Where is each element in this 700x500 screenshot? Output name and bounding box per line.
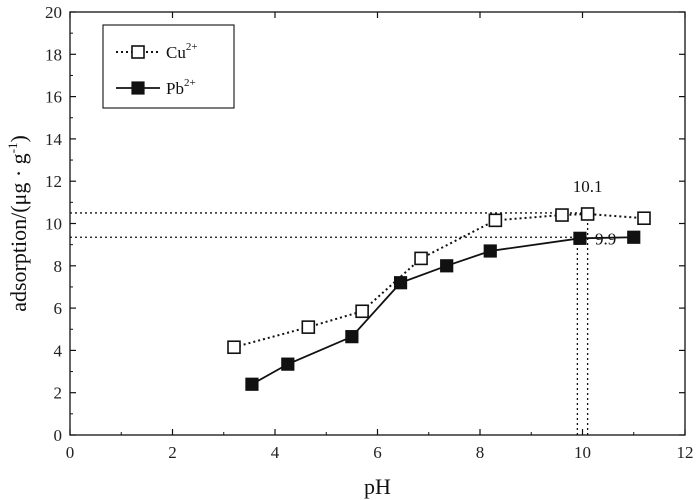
x-tick-label: 6 xyxy=(373,443,382,462)
legend-pb-name: Pb xyxy=(166,79,184,98)
y-axis-title-main: adsorption/(μg · g xyxy=(6,153,31,311)
cu-data-point xyxy=(488,213,503,228)
y-tick-label: 14 xyxy=(45,130,63,149)
x-tick-label: 2 xyxy=(168,443,177,462)
y-tick-label: 16 xyxy=(45,88,62,107)
pb-data-point xyxy=(573,231,587,245)
y-tick-label: 8 xyxy=(54,257,63,276)
y-tick-label: 18 xyxy=(45,45,62,64)
x-tick-label: 12 xyxy=(677,443,694,462)
cu-data-point xyxy=(355,304,369,319)
x-tick-label: 8 xyxy=(476,443,485,462)
reference-lines xyxy=(70,212,589,435)
pb-data-point xyxy=(281,357,295,371)
y-tick-label: 0 xyxy=(54,426,63,445)
pb-data-point xyxy=(393,276,408,290)
y-tick-label: 4 xyxy=(54,341,63,360)
cu-data-point xyxy=(301,320,316,334)
y-axis-title: adsorption/(μg · g-1) xyxy=(5,135,31,312)
cu-data-point xyxy=(555,208,569,222)
y-tick-label: 12 xyxy=(45,172,62,191)
cu-series-line xyxy=(233,212,645,349)
pb-data-point xyxy=(245,377,259,391)
cu-data-point xyxy=(637,211,651,226)
legend-pb-marker xyxy=(131,81,145,95)
pb-series-line xyxy=(251,236,634,386)
data-series xyxy=(227,207,651,391)
annotations: 10.1 9.9 xyxy=(573,177,616,249)
y-tick-label: 10 xyxy=(45,215,62,234)
legend-pb-sup: 2+ xyxy=(184,77,196,89)
cu-data-point xyxy=(414,251,428,266)
pb-data-point xyxy=(627,230,641,244)
x-axis-title: pH xyxy=(364,474,391,499)
x-tick-label: 4 xyxy=(271,443,280,462)
legend-box xyxy=(102,24,235,109)
legend: Cu2+ Pb2+ xyxy=(102,24,235,109)
y-axis-title-close: ) xyxy=(6,135,31,142)
y-tick-label: 6 xyxy=(54,299,63,318)
legend-cu-marker xyxy=(131,45,145,59)
legend-pb-label: Pb2+ xyxy=(166,77,196,98)
x-tick-label: 10 xyxy=(574,443,591,462)
annotation-label: 9.9 xyxy=(595,230,616,249)
y-tick-label: 20 xyxy=(45,3,62,22)
annotation-label: 10.1 xyxy=(573,177,603,196)
y-axis-title-sup: -1 xyxy=(5,143,20,154)
legend-cu-name: Cu xyxy=(166,43,186,62)
cu-data-point xyxy=(227,340,241,355)
axis-ticks: 0 2 4 6 8 10 12 0 2 4 6 8 10 12 14 16 18 20 xyxy=(45,3,694,462)
legend-cu-sup: 2+ xyxy=(186,41,198,53)
legend-cu-label: Cu2+ xyxy=(166,41,198,62)
pb-data-point xyxy=(345,330,359,344)
y-tick-label: 2 xyxy=(54,384,63,403)
x-tick-label: 0 xyxy=(66,443,75,462)
pb-data-point xyxy=(440,259,454,273)
cu-data-point xyxy=(580,207,595,221)
pb-data-point xyxy=(483,244,497,258)
